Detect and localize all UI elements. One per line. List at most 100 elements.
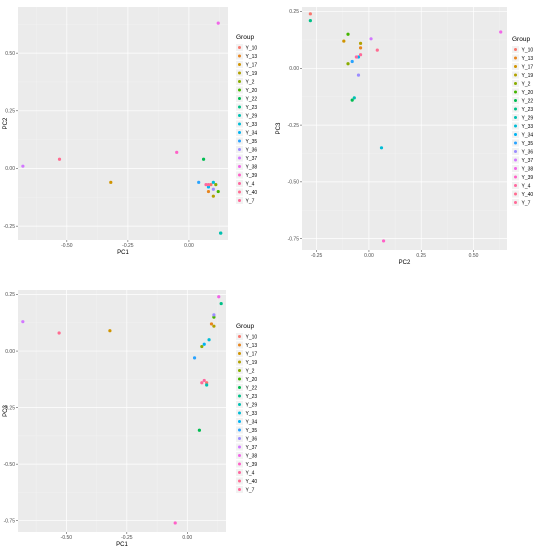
data-point-y-35 [350,59,354,64]
data-point-y-4 [354,55,358,59]
legend-label: Y_33 [522,124,534,130]
data-point-y-22 [201,157,206,161]
data-point-y-17 [109,180,113,184]
legend-marker [238,199,241,202]
legend-label: Y_2 [246,368,255,374]
y-tick-label: -0.75 [4,518,16,524]
legend-marker [514,192,517,196]
legend-label: Y_29 [246,402,258,408]
legend-marker [238,80,241,83]
data-point-y-38 [499,30,503,34]
y-axis-title: PC3 [276,122,282,134]
legend-label: Y_13 [246,54,258,60]
data-point-y-17 [342,39,346,43]
legend-label: Y_10 [246,334,258,340]
legend-marker [514,124,517,128]
legend-marker [238,462,241,466]
data-point-y-10 [205,381,209,385]
x-tick-label: 0.00 [184,243,194,249]
legend-label: Y_10 [522,47,534,53]
legend-label: Y_22 [246,96,258,102]
scatter-panel-1: -0.50 -0.25 0.00 -0.25 0.00 0.25 0.50 PC1 PC2 Gro… [3,7,257,256]
legend-label: Y_35 [246,139,258,145]
x-axis-title: PC2 [399,260,411,266]
data-point-y-35 [197,180,201,184]
legend-label: Y_34 [522,132,534,138]
data-point-y-37 [369,37,373,41]
plot-panel-background [18,290,226,532]
scatter-panel-2: -0.25 0.00 0.25 0.50 -0.75 -0.50 -0.25 0.00 0.25… [276,7,533,266]
legend-label: Y_2 [246,79,255,85]
legend-label: Y_38 [522,166,534,172]
data-point-y-29 [352,96,356,100]
data-point-y-33 [379,146,384,150]
y-axis-title: PC3 [3,405,9,417]
legend-label: Y_20 [246,377,258,383]
x-tick-label: -0.25 [311,253,323,259]
legend-marker [238,54,241,58]
legend-label: Y_39 [522,175,534,181]
data-point-y-10 [308,12,312,16]
legend-label: Y_22 [522,98,534,104]
y-tick-label: -0.25 [4,405,16,411]
data-point-y-40 [57,331,61,335]
plot-panel-background [302,7,507,250]
legend-marker [238,114,241,117]
legend-marker [514,201,517,204]
legend-label: Y_7 [246,198,255,204]
data-point-y-2 [214,183,218,187]
legend-label: Y_13 [246,343,258,349]
legend-marker [238,488,241,491]
legend-marker [238,105,241,109]
legend-marker [238,182,241,185]
data-point-y-33 [211,180,215,184]
y-tick-label: 0.00 [289,66,299,72]
legend-marker [238,394,241,398]
data-point-y-19 [212,324,216,328]
y-tick-label: -0.50 [4,462,16,468]
legend-marker [514,116,517,119]
legend-label: Y_40 [246,479,258,485]
legend-label: Y_20 [246,88,258,94]
x-axis-title: PC1 [117,250,129,256]
legend-title: Group [512,36,530,43]
data-point-y-34 [206,185,211,189]
y-tick-label: -0.25 [288,123,300,129]
legend-label: Y_40 [522,192,534,198]
x-tick-label: -0.50 [61,243,73,249]
x-tick-label: 0.50 [469,253,479,259]
data-point-y-7 [358,53,363,57]
legend-marker [238,411,241,415]
data-point-y-39 [173,521,177,525]
data-point-y-17 [108,329,112,333]
legend-marker [238,139,241,143]
legend-label: Y_39 [246,462,258,468]
data-point-y-19 [358,41,363,45]
legend-label: Y_37 [522,158,534,164]
legend-marker [238,63,241,66]
legend-marker [514,73,517,77]
legend-label: Y_39 [246,173,258,179]
legend-marker [238,131,241,134]
legend-label: Y_17 [522,64,534,70]
legend-label: Y_20 [522,90,534,96]
data-point-y-22 [350,98,354,102]
y-tick-label: 0.50 [5,51,15,57]
legend-marker [238,122,241,126]
legend-marker [238,386,241,389]
legend-marker [238,335,241,338]
legend-label: Y_10 [246,45,258,51]
plot-panel-background [18,7,228,240]
data-point-y-36 [212,313,216,317]
data-point-y-38 [216,21,220,25]
legend-label: Y_33 [246,411,258,417]
data-point-y-40 [375,48,379,52]
legend-marker [514,82,517,85]
scatter-panel-3: -0.50 -0.25 0.00 -0.75 -0.50 -0.25 0.00 0.25 PC1… [3,290,257,548]
data-point-y-36 [356,73,361,77]
data-point-y-20 [212,315,216,319]
legend-label: Y_37 [246,156,258,162]
data-point-y-20 [346,32,350,36]
legend-label: Y_19 [246,71,258,77]
